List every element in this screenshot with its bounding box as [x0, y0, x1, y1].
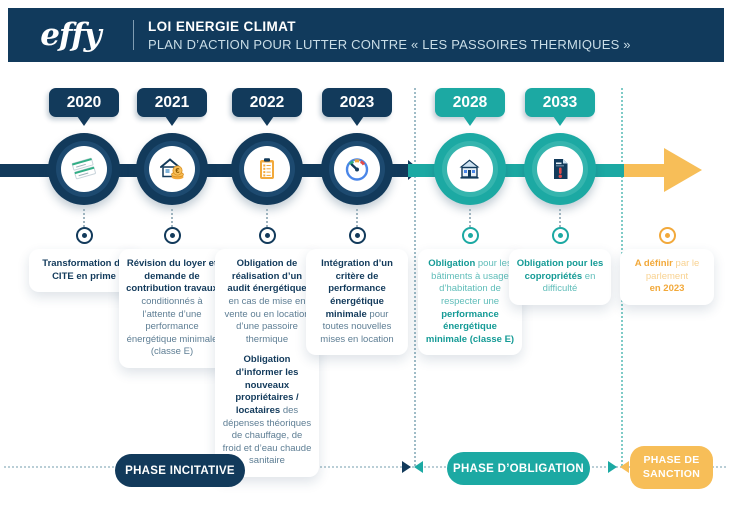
- year-label: 2028: [452, 93, 488, 111]
- card-text-regular: pour les bâtiments à usage d’habitation …: [431, 258, 512, 307]
- milestone-circle-2023: [321, 133, 393, 205]
- house-icon: [459, 159, 480, 179]
- house-euro-icon: €: [160, 158, 184, 180]
- page-title: LOI ENERGIE CLIMAT: [148, 18, 296, 34]
- timeline-column-2028: 2028 Obligation pour les bâtiments à usa…: [410, 88, 530, 356]
- year-label: 2023: [339, 93, 375, 111]
- phase-label: PHASE INCITATIVE: [125, 464, 235, 477]
- dotted-connector: [559, 209, 561, 227]
- clipboard-icon: [260, 158, 274, 179]
- card-text-bold: Obligation d’informer les nouveaux propr…: [235, 354, 299, 416]
- bullet-marker: [551, 227, 569, 244]
- card-text-regular: conditionnés à l’attente d’une performan…: [126, 295, 218, 358]
- card-text-bold: Obligation de réalisation d’un audit éne…: [227, 258, 307, 295]
- bullet-marker: [163, 227, 181, 244]
- banknotes-icon: [71, 157, 96, 180]
- bullet-marker: [658, 227, 676, 244]
- info-card-2033: Obligation pour les copropriétés en diff…: [509, 249, 611, 305]
- header-bar: effy LOI ENERGIE CLIMAT PLAN D’ACTION PO…: [8, 8, 724, 62]
- card-text-bold: Révision du loyer et demande de contribu…: [126, 258, 218, 295]
- milestone-circle-2021: €: [136, 133, 208, 205]
- card-text-regular: en difficulté: [542, 270, 596, 295]
- card-paragraph-1: Obligation de réalisation d’un audit éne…: [222, 258, 312, 346]
- info-card-2022: Obligation de réalisation d’un audit éne…: [215, 249, 319, 477]
- column-spacer: [667, 88, 668, 227]
- bullet-marker: [75, 227, 93, 244]
- year-label: 2020: [66, 93, 102, 111]
- milestone-circle-2028: [434, 133, 506, 205]
- card-text-bold: Obligation pour les copropriétés: [516, 258, 604, 282]
- year-bubble-2028: 2028: [435, 88, 505, 126]
- dotted-connector: [83, 209, 85, 227]
- dotted-connector: [171, 209, 173, 227]
- dotted-connector: [356, 209, 358, 227]
- milestone-circle-2033: [524, 133, 596, 205]
- gauge-icon: [345, 158, 369, 181]
- card-text-bold: Transformation du CITE en prime: [42, 258, 126, 282]
- card-text-bold: performance énergétique minimale (classe…: [425, 308, 515, 345]
- bullet-marker: [348, 227, 366, 244]
- milestone-circle-2022: [231, 133, 303, 205]
- year-bubble-2033: 2033: [525, 88, 595, 126]
- phase-label: PHASE DE SANCTION: [643, 454, 700, 480]
- phase-badge-sanction: PHASE DE SANCTION: [630, 446, 713, 489]
- card-text-bold: Intégration d’un critère de performance …: [321, 258, 393, 320]
- dotted-connector: [469, 209, 471, 227]
- phase-label: PHASE D’OBLIGATION: [452, 462, 585, 475]
- info-card-future: A définir par le parlement en 2023: [620, 249, 714, 305]
- phase-badge-obligation: PHASE D’OBLIGATION: [447, 452, 590, 485]
- timeline-column-2021: 2021 € Révision du loyer et demande de c…: [112, 88, 232, 368]
- card-text-regular: en cas de mise en vente ou en location d…: [224, 295, 310, 345]
- effy-logo: effy: [40, 17, 101, 53]
- card-paragraph-2: Obligation d’informer les nouveaux propr…: [222, 354, 312, 468]
- card-text-bold: Obligation: [428, 258, 476, 269]
- year-label: 2033: [542, 93, 578, 111]
- timeline-arrow-icon: [664, 148, 702, 192]
- year-bubble-2023: 2023: [322, 88, 392, 126]
- phase-dotted-line: [4, 466, 726, 468]
- dotted-connector: [266, 209, 268, 227]
- timeline-column-future: A définir par le parlement en 2023: [607, 88, 727, 305]
- timeline-column-2023: 2023 Intégration d’un critère de perform…: [297, 88, 417, 356]
- phase-label-line1: PHASE DE: [643, 454, 700, 467]
- card-text-regular: pour toutes nouvelles mises en location: [320, 308, 394, 345]
- phase-badge-incitative: PHASE INCITATIVE: [115, 454, 245, 487]
- page-subtitle: PLAN D’ACTION POUR LUTTER CONTRE « LES P…: [148, 36, 631, 52]
- card-text-bold: A définir: [634, 258, 673, 269]
- year-label: 2022: [249, 93, 285, 111]
- phase-separator-line-1: [414, 88, 416, 466]
- card-text-regular: des dépenses théoriques de chauffage, de…: [222, 404, 312, 467]
- timeline-column-2022: 2022 Obligation de réalisation d’un audi…: [207, 88, 327, 477]
- year-bubble-2022: 2022: [232, 88, 302, 126]
- phase-arrow-yellow-icon: [620, 461, 629, 473]
- info-card-2028: Obligation pour les bâtiments à usage d’…: [418, 249, 522, 356]
- milestone-circle-2020: [48, 133, 120, 205]
- header-titles: LOI ENERGIE CLIMAT PLAN D’ACTION POUR LU…: [134, 19, 631, 52]
- timeline-column-2033: 2033 Obligation pour les copropriétés en…: [500, 88, 620, 305]
- phase-arrow-teal-right-icon: [608, 461, 617, 473]
- info-card-2023: Intégration d’un critère de performance …: [306, 249, 408, 356]
- phase-label-line2: SANCTION: [642, 467, 701, 480]
- timeline-bar-sanction-shaft: [624, 164, 666, 177]
- svg-text:€: €: [175, 166, 180, 175]
- card-text-regular: par le parlement: [645, 258, 700, 282]
- phase-arrow-navy-icon: [402, 461, 411, 473]
- info-card-2021: Révision du loyer et demande de contribu…: [119, 249, 225, 368]
- phase-arrow-teal-left-icon: [414, 461, 423, 473]
- year-bubble-2020: 2020: [49, 88, 119, 126]
- header-divider: [133, 20, 134, 50]
- bullet-marker: [258, 227, 276, 244]
- year-label: 2021: [154, 93, 190, 111]
- document-alert-icon: [554, 159, 568, 179]
- bullet-marker: [461, 227, 479, 244]
- card-text-bold: en 2023: [649, 283, 685, 295]
- year-bubble-2021: 2021: [137, 88, 207, 126]
